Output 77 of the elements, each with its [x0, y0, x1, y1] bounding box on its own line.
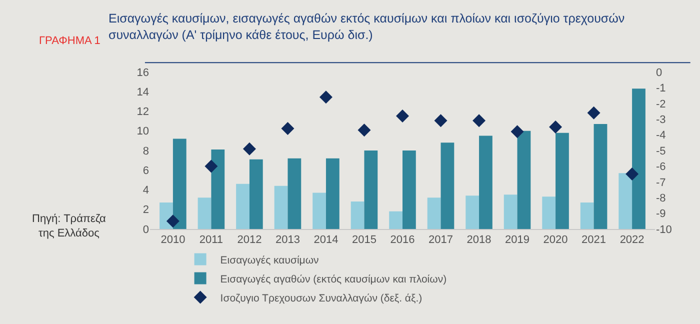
x-tick-label: 2021 — [582, 234, 606, 246]
bar — [580, 202, 594, 229]
chart-title: Εισαγωγές καυσίμων, εισαγωγές αγαθών εκτός καυσίμων και πλοίων και ισοζύγιο τρεχουσών συναλλαγών (Α' τρίμηνο κάθε έτους, Ευρώ δισ.) — [108, 12, 625, 42]
bar — [288, 158, 302, 229]
point — [434, 114, 448, 128]
bar — [249, 159, 263, 229]
bar — [440, 142, 454, 229]
point — [472, 114, 486, 128]
bar — [326, 158, 340, 229]
point — [166, 214, 180, 228]
x-tick-label: 2014 — [314, 234, 338, 246]
x-tick-label: 2022 — [620, 234, 644, 246]
y2-tick-label: -2 — [656, 98, 666, 110]
point — [587, 106, 600, 120]
bar — [542, 196, 556, 229]
bar — [364, 150, 378, 229]
y2-tick-label: -3 — [656, 114, 666, 126]
x-tick-label: 2010 — [160, 234, 186, 246]
legend-label: Εισαγωγές αγαθών (εκτός καυσίμων και πλοίων) — [220, 273, 447, 286]
y-tick-label: 0 — [142, 224, 149, 236]
x-tick-label: 2017 — [428, 234, 453, 246]
y2-tick-label: -5 — [656, 145, 666, 158]
point — [396, 109, 409, 122]
y2-tick-label: -9 — [656, 208, 666, 220]
bar — [466, 196, 480, 229]
y-tick-label: 8 — [142, 145, 149, 158]
legend-label: Εισαγωγές καυσίμων — [220, 254, 319, 266]
y-tick-label: 4 — [142, 184, 149, 197]
x-tick-label: 2012 — [237, 234, 262, 246]
point — [319, 90, 332, 104]
bar — [618, 173, 632, 229]
legend-label: Ισοζυγιο Τρεχουσων Συναλλαγών (δεξ. άξ.) — [220, 292, 422, 304]
bar — [350, 202, 364, 229]
x-tick-label: 2011 — [199, 234, 224, 246]
bar — [479, 136, 492, 229]
bar — [556, 132, 569, 229]
point — [626, 168, 639, 181]
bar — [236, 184, 250, 229]
x-tick-label: 2015 — [352, 234, 376, 246]
x-tick-label: 2018 — [466, 234, 492, 246]
bar — [312, 192, 326, 229]
y-tick-label: 6 — [142, 164, 149, 177]
bar — [172, 138, 186, 229]
point — [549, 120, 562, 134]
y-tick-label: 12 — [136, 106, 149, 118]
x-tick-label: 2020 — [543, 234, 568, 246]
y2-tick-label: -7 — [656, 176, 666, 189]
x-tick-label: 2013 — [275, 234, 300, 246]
bar — [504, 194, 518, 229]
bar — [274, 186, 288, 229]
y2-tick-label: -1 — [656, 82, 666, 95]
x-tick-label: 2016 — [390, 234, 415, 246]
bar — [632, 88, 646, 229]
bar — [198, 198, 212, 229]
y2-tick-label: -10 — [656, 224, 672, 236]
bar — [402, 150, 416, 229]
y2-tick-label: -8 — [656, 192, 666, 204]
bar — [211, 150, 225, 229]
point — [204, 160, 218, 173]
text: Πηγή: Τράπεζα της Ελλάδος — [32, 213, 107, 240]
text: ΓΡΑΦΗΜΑ 1 — [39, 35, 100, 47]
x-tick-label: 2019 — [505, 234, 530, 246]
bar — [427, 198, 441, 229]
bar — [389, 211, 402, 229]
y2-tick-label: 0 — [656, 66, 662, 79]
y2-tick-label: -6 — [656, 161, 666, 174]
y2-tick-label: -4 — [656, 130, 666, 142]
point — [358, 124, 371, 137]
y-tick-label: 14 — [136, 86, 149, 98]
bar — [594, 124, 608, 229]
bar — [517, 130, 531, 229]
point — [242, 142, 256, 156]
y-tick-label: 16 — [136, 66, 149, 79]
point — [510, 125, 524, 138]
point — [281, 122, 294, 136]
y-tick-label: 10 — [136, 126, 149, 138]
y-tick-label: 2 — [142, 204, 149, 216]
